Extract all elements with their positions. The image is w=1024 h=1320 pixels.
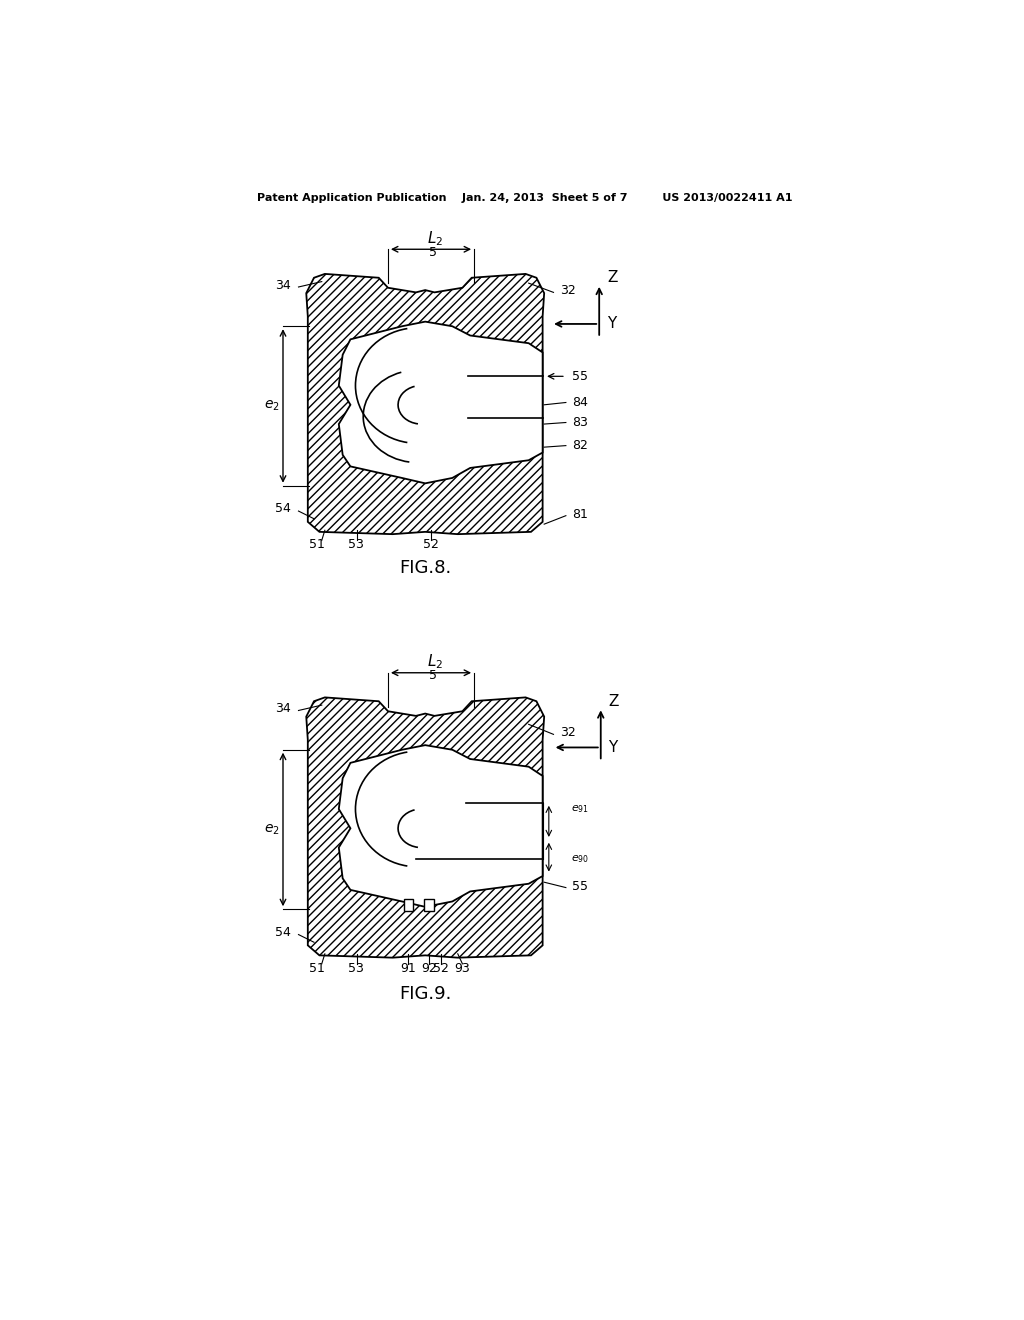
Polygon shape xyxy=(306,697,544,958)
Text: $L_2$: $L_2$ xyxy=(427,652,443,672)
Text: 93: 93 xyxy=(455,962,470,975)
Text: 55: 55 xyxy=(572,879,588,892)
Text: 34: 34 xyxy=(275,279,291,292)
Text: FIG.9.: FIG.9. xyxy=(399,985,452,1003)
Text: 83: 83 xyxy=(572,416,588,429)
Polygon shape xyxy=(306,275,544,535)
Text: $e_2$: $e_2$ xyxy=(264,822,280,837)
Text: 53: 53 xyxy=(348,962,364,975)
Text: Y: Y xyxy=(608,741,617,755)
Text: 81: 81 xyxy=(572,508,588,520)
Text: Z: Z xyxy=(608,694,618,709)
Text: 82: 82 xyxy=(572,440,588,453)
Text: 84: 84 xyxy=(572,396,588,409)
Text: 91: 91 xyxy=(400,962,416,975)
Text: 52: 52 xyxy=(433,962,449,975)
Text: 51: 51 xyxy=(309,962,325,975)
Text: FIG.8.: FIG.8. xyxy=(399,560,452,577)
Text: 53: 53 xyxy=(348,539,364,552)
Text: 54: 54 xyxy=(274,502,291,515)
Text: Z: Z xyxy=(607,271,617,285)
Text: 32: 32 xyxy=(560,284,575,297)
Text: 55: 55 xyxy=(572,370,588,383)
Polygon shape xyxy=(339,744,543,907)
Text: $L_2$: $L_2$ xyxy=(427,230,443,248)
Text: 34: 34 xyxy=(275,702,291,715)
Text: 51: 51 xyxy=(309,539,325,552)
Polygon shape xyxy=(424,899,434,911)
Polygon shape xyxy=(339,322,543,483)
Text: 5: 5 xyxy=(429,246,436,259)
Text: 32: 32 xyxy=(560,726,575,739)
Text: 5: 5 xyxy=(429,669,436,682)
Text: 52: 52 xyxy=(424,539,439,552)
Text: Y: Y xyxy=(607,317,616,331)
Text: $e_{91}$: $e_{91}$ xyxy=(570,803,589,814)
Text: 92: 92 xyxy=(421,962,437,975)
Text: 54: 54 xyxy=(274,925,291,939)
Text: Patent Application Publication    Jan. 24, 2013  Sheet 5 of 7         US 2013/00: Patent Application Publication Jan. 24, … xyxy=(257,194,793,203)
Text: $e_2$: $e_2$ xyxy=(264,399,280,413)
Polygon shape xyxy=(403,899,413,911)
Text: $e_{90}$: $e_{90}$ xyxy=(570,853,589,865)
